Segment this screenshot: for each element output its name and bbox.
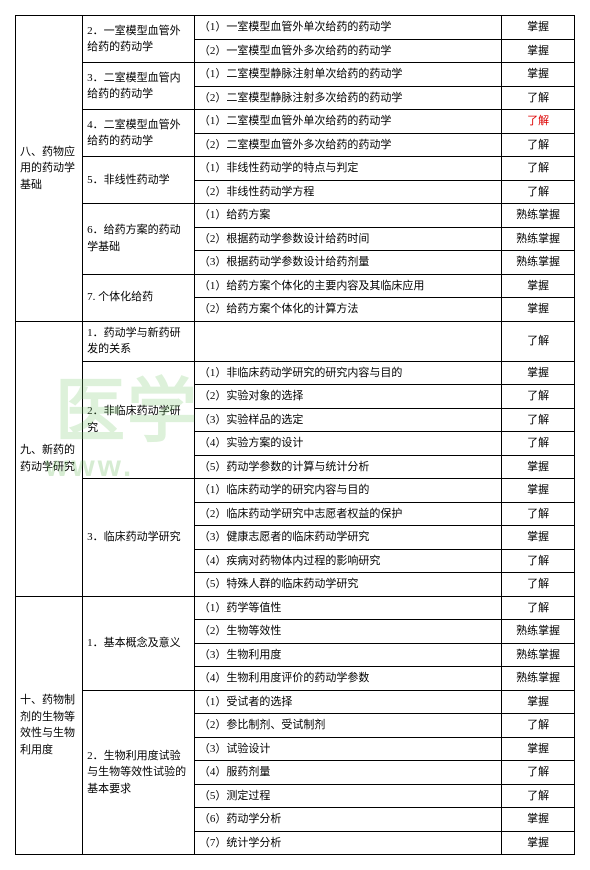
- group-cell: 3．二室模型血管内给药的药动学: [83, 63, 195, 110]
- group-cell: 2．生物利用度试验与生物等效性试验的基本要求: [83, 690, 195, 855]
- item-cell: （1）药学等值性: [194, 596, 501, 620]
- table-row: 八、药物应用的药动学基础2．一室模型血管外给药的药动学（1）一室模型血管外单次给…: [16, 16, 575, 40]
- level-cell: 了解: [502, 549, 575, 573]
- level-cell: 掌握: [502, 479, 575, 503]
- item-cell: （5）测定过程: [194, 784, 501, 808]
- level-cell: 了解: [502, 180, 575, 204]
- level-cell: 了解: [502, 385, 575, 409]
- item-cell: （1）二室模型静脉注射单次给药的药动学: [194, 63, 501, 87]
- table-row: 7. 个体化给药（1）给药方案个体化的主要内容及其临床应用掌握: [16, 274, 575, 298]
- level-cell: 了解: [502, 133, 575, 157]
- level-cell: 了解: [502, 110, 575, 134]
- level-cell: 熟练掌握: [502, 227, 575, 251]
- level-cell: 了解: [502, 157, 575, 181]
- level-cell: 掌握: [502, 39, 575, 63]
- table-row: 3．临床药动学研究（1）临床药动学的研究内容与目的掌握: [16, 479, 575, 503]
- level-cell: 熟练掌握: [502, 667, 575, 691]
- table-row: 2．生物利用度试验与生物等效性试验的基本要求（1）受试者的选择掌握: [16, 690, 575, 714]
- item-cell: （7）统计学分析: [194, 831, 501, 855]
- section-cell: 九、新药的药动学研究: [16, 321, 83, 596]
- item-cell: （1）给药方案个体化的主要内容及其临床应用: [194, 274, 501, 298]
- level-cell: 熟练掌握: [502, 204, 575, 228]
- level-cell: 掌握: [502, 737, 575, 761]
- item-cell: （5）特殊人群的临床药动学研究: [194, 573, 501, 597]
- section-cell: 十、药物制剂的生物等效性与生物利用度: [16, 596, 83, 855]
- level-cell: 了解: [502, 408, 575, 432]
- level-cell: 掌握: [502, 16, 575, 40]
- item-cell: （2）一室模型血管外多次给药的药动学: [194, 39, 501, 63]
- level-cell: 了解: [502, 573, 575, 597]
- item-cell: （3）生物利用度: [194, 643, 501, 667]
- item-cell: （1）非临床药动学研究的研究内容与目的: [194, 361, 501, 385]
- level-cell: 了解: [502, 321, 575, 361]
- item-cell: （2）给药方案个体化的计算方法: [194, 298, 501, 322]
- item-cell: （1）二室模型血管外单次给药的药动学: [194, 110, 501, 134]
- table-row: 6．给药方案的药动学基础（1）给药方案熟练掌握: [16, 204, 575, 228]
- item-cell: （1）给药方案: [194, 204, 501, 228]
- level-cell: 掌握: [502, 361, 575, 385]
- level-cell: 了解: [502, 86, 575, 110]
- level-cell: 了解: [502, 784, 575, 808]
- item-cell: （2）生物等效性: [194, 620, 501, 644]
- item-cell: （6）药动学分析: [194, 808, 501, 832]
- group-cell: 2．非临床药动学研究: [83, 361, 195, 479]
- level-cell: 了解: [502, 761, 575, 785]
- item-cell: （2）参比制剂、受试制剂: [194, 714, 501, 738]
- level-cell: 熟练掌握: [502, 251, 575, 275]
- table-row: 3．二室模型血管内给药的药动学（1）二室模型静脉注射单次给药的药动学掌握: [16, 63, 575, 87]
- item-cell: （2）临床药动学研究中志愿者权益的保护: [194, 502, 501, 526]
- level-cell: 掌握: [502, 298, 575, 322]
- level-cell: 掌握: [502, 455, 575, 479]
- item-cell: （1）一室模型血管外单次给药的药动学: [194, 16, 501, 40]
- level-cell: 掌握: [502, 526, 575, 550]
- level-cell: 熟练掌握: [502, 643, 575, 667]
- item-cell: （2）实验对象的选择: [194, 385, 501, 409]
- level-cell: 熟练掌握: [502, 620, 575, 644]
- item-cell: [194, 321, 501, 361]
- item-cell: （3）根据药动学参数设计给药剂量: [194, 251, 501, 275]
- group-cell: 7. 个体化给药: [83, 274, 195, 321]
- item-cell: （4）服药剂量: [194, 761, 501, 785]
- item-cell: （2）二室模型静脉注射多次给药的药动学: [194, 86, 501, 110]
- group-cell: 6．给药方案的药动学基础: [83, 204, 195, 275]
- item-cell: （3）试验设计: [194, 737, 501, 761]
- level-cell: 掌握: [502, 690, 575, 714]
- syllabus-table: 八、药物应用的药动学基础2．一室模型血管外给药的药动学（1）一室模型血管外单次给…: [15, 15, 575, 855]
- item-cell: （2）根据药动学参数设计给药时间: [194, 227, 501, 251]
- level-cell: 了解: [502, 596, 575, 620]
- item-cell: （4）疾病对药物体内过程的影响研究: [194, 549, 501, 573]
- level-cell: 了解: [502, 502, 575, 526]
- group-cell: 3．临床药动学研究: [83, 479, 195, 597]
- table-row: 5．非线性药动学（1）非线性药动学的特点与判定了解: [16, 157, 575, 181]
- level-cell: 掌握: [502, 808, 575, 832]
- item-cell: （2）二室模型血管外多次给药的药动学: [194, 133, 501, 157]
- group-cell: 4．二室模型血管外给药的药动学: [83, 110, 195, 157]
- table-row: 4．二室模型血管外给药的药动学（1）二室模型血管外单次给药的药动学了解: [16, 110, 575, 134]
- level-cell: 掌握: [502, 831, 575, 855]
- table-row: 九、新药的药动学研究1．药动学与新药研发的关系了解: [16, 321, 575, 361]
- item-cell: （4）生物利用度评价的药动学参数: [194, 667, 501, 691]
- table-row: 2．非临床药动学研究（1）非临床药动学研究的研究内容与目的掌握: [16, 361, 575, 385]
- group-cell: 1．药动学与新药研发的关系: [83, 321, 195, 361]
- item-cell: （1）非线性药动学的特点与判定: [194, 157, 501, 181]
- item-cell: （1）受试者的选择: [194, 690, 501, 714]
- group-cell: 2．一室模型血管外给药的药动学: [83, 16, 195, 63]
- group-cell: 5．非线性药动学: [83, 157, 195, 204]
- item-cell: （1）临床药动学的研究内容与目的: [194, 479, 501, 503]
- level-cell: 掌握: [502, 63, 575, 87]
- item-cell: （2）非线性药动学方程: [194, 180, 501, 204]
- item-cell: （4）实验方案的设计: [194, 432, 501, 456]
- group-cell: 1．基本概念及意义: [83, 596, 195, 690]
- table-row: 十、药物制剂的生物等效性与生物利用度1．基本概念及意义（1）药学等值性了解: [16, 596, 575, 620]
- item-cell: （3）实验样品的选定: [194, 408, 501, 432]
- level-cell: 了解: [502, 432, 575, 456]
- section-cell: 八、药物应用的药动学基础: [16, 16, 83, 322]
- level-cell: 了解: [502, 714, 575, 738]
- item-cell: （5）药动学参数的计算与统计分析: [194, 455, 501, 479]
- item-cell: （3）健康志愿者的临床药动学研究: [194, 526, 501, 550]
- level-cell: 掌握: [502, 274, 575, 298]
